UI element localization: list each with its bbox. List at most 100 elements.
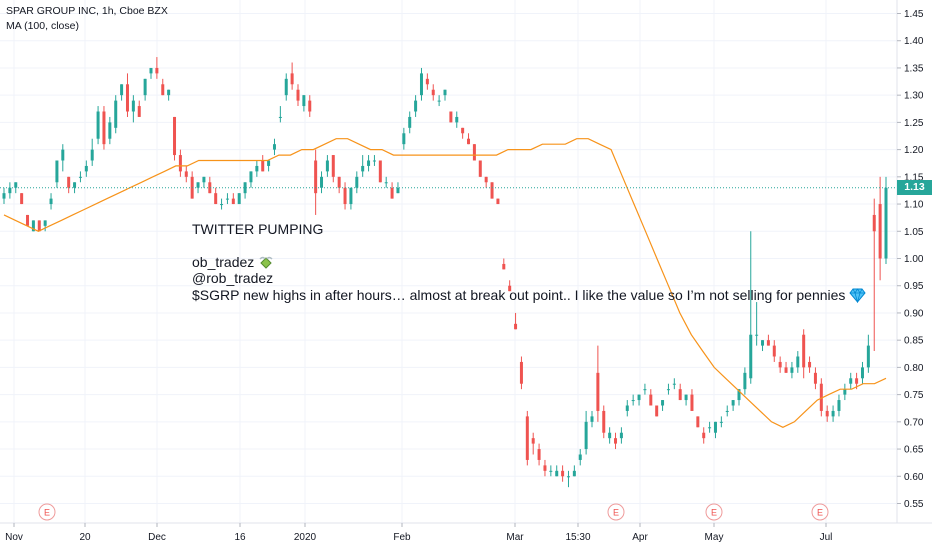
candle [155, 57, 159, 79]
y-tick-label: 0.90 [904, 308, 924, 319]
candle [514, 312, 518, 330]
svg-text:E: E [44, 508, 50, 518]
candle [637, 394, 641, 406]
candle [555, 465, 559, 477]
candle [320, 171, 324, 194]
candle [849, 372, 853, 390]
candle [755, 302, 759, 346]
candle [878, 176, 882, 281]
candle [872, 198, 876, 352]
candle [325, 155, 329, 177]
candle [349, 187, 353, 210]
x-tick-label: 16 [234, 532, 246, 543]
candle [525, 410, 529, 466]
y-tick-label: 1.35 [904, 63, 924, 74]
candle [78, 171, 82, 183]
candle [414, 95, 418, 117]
candle [237, 193, 241, 205]
candle [361, 155, 365, 177]
candle [578, 449, 582, 466]
candle [731, 400, 735, 411]
y-tick-label: 1.30 [904, 91, 924, 102]
candle [225, 193, 229, 205]
earnings-marker[interactable]: E [705, 503, 723, 521]
candle [184, 165, 188, 183]
candle [114, 95, 118, 134]
candle [713, 421, 717, 439]
candle [837, 394, 841, 417]
candle [355, 171, 359, 194]
x-tick-label: 15:30 [565, 532, 590, 543]
x-tick-label: 2020 [294, 532, 317, 543]
candle [190, 171, 194, 199]
earnings-marker[interactable]: E [607, 503, 625, 521]
candle [37, 220, 41, 232]
candle [790, 361, 794, 379]
candle [73, 182, 77, 194]
candle [120, 84, 124, 101]
candle [643, 383, 647, 395]
candlestick-series [2, 57, 888, 488]
candle [249, 171, 253, 188]
candle [666, 383, 670, 395]
time-axis[interactable]: Nov 20 Dec 16 2020 Feb Mar 15:30 Apr May Jul [5, 523, 832, 543]
candle [108, 116, 112, 145]
indicator-legend[interactable]: MA (100, close) [6, 20, 79, 32]
candle [284, 73, 288, 101]
candle [661, 400, 665, 411]
earnings-marker[interactable]: E [38, 503, 56, 521]
candle [796, 351, 800, 373]
x-tick-label: May [705, 532, 724, 543]
earnings-marker[interactable]: E [811, 503, 829, 521]
candle [408, 111, 412, 134]
candle [672, 378, 676, 390]
candle [220, 198, 224, 210]
candle [866, 334, 870, 373]
candle [749, 231, 753, 384]
candle [831, 405, 835, 422]
y-tick-label: 0.70 [904, 417, 924, 428]
x-tick-label: Feb [393, 532, 411, 543]
y-tick-label: 1.00 [904, 254, 924, 265]
candle [231, 193, 235, 205]
candle [367, 155, 371, 172]
candle [566, 470, 570, 488]
candle [519, 356, 523, 390]
candle [343, 182, 347, 210]
candle [331, 155, 335, 183]
y-tick-label: 0.65 [904, 445, 924, 456]
candle [602, 405, 606, 439]
candle [49, 193, 53, 210]
candle [784, 361, 788, 373]
candle [808, 356, 812, 373]
candle [549, 465, 553, 477]
y-tick-label: 1.05 [904, 227, 924, 238]
candle [402, 127, 406, 150]
candle [531, 432, 535, 455]
candle [278, 106, 282, 123]
price-axis[interactable]: 1.45 1.40 1.35 1.30 1.25 1.20 1.15 1.10 1.05 1.00… [897, 9, 924, 510]
candle [719, 416, 723, 428]
candle [61, 144, 65, 172]
candle [649, 389, 653, 406]
candle [255, 160, 259, 177]
candle [8, 182, 12, 199]
candle [261, 155, 265, 172]
candle [619, 427, 623, 444]
y-tick-label: 0.95 [904, 281, 924, 292]
gem-icon [849, 288, 866, 304]
candle [455, 111, 459, 128]
moving-average-line [3, 138, 887, 428]
y-tick-label: 1.15 [904, 172, 924, 183]
candle [337, 176, 341, 194]
annotation-handle-line: ob_tradez [192, 254, 274, 271]
symbol-title: SPAR GROUP INC, 1h, Cboe BZX [6, 5, 168, 17]
candle [537, 443, 541, 466]
candle [2, 187, 6, 205]
candle [26, 214, 30, 226]
candle [766, 334, 770, 346]
candle [496, 198, 500, 205]
candle [208, 176, 212, 194]
candle [543, 459, 547, 477]
